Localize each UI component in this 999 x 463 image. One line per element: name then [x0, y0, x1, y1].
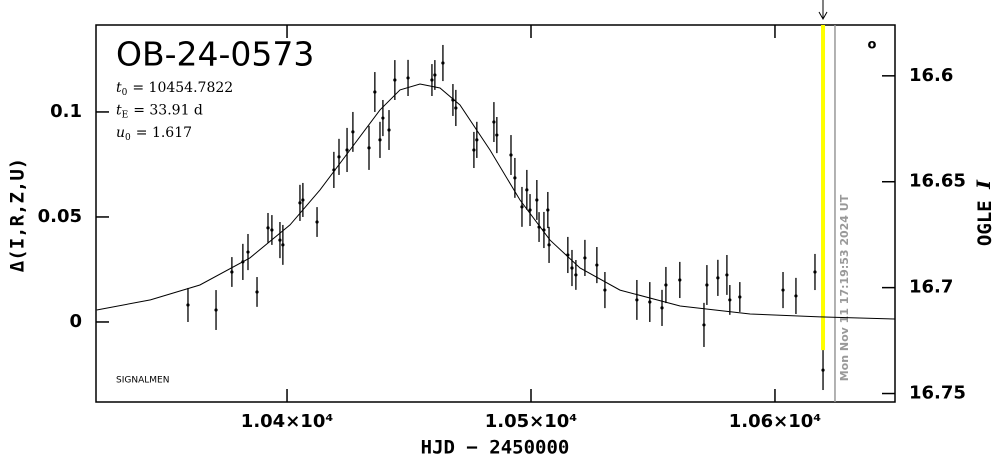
data-point: [728, 298, 732, 302]
data-point: [393, 78, 397, 82]
data-point: [535, 198, 539, 202]
data-point: [255, 290, 259, 294]
data-point: [492, 120, 496, 124]
chart-title: OB-24-0573: [116, 35, 314, 74]
y-axis-label: Δ(I,R,Z,U): [7, 158, 29, 272]
y2-tick-label: 16.6: [909, 65, 953, 86]
data-point: [794, 294, 798, 298]
fit-parameter: tE = 33.91 d: [116, 103, 203, 121]
arrow-head: [818, 11, 828, 21]
data-point: [821, 368, 825, 372]
data-point: [281, 243, 285, 247]
y2-axis-label-var: I: [973, 179, 995, 190]
param-symbol: u: [116, 125, 125, 141]
data-point: [574, 273, 578, 277]
data-point: [603, 288, 607, 292]
data-point: [725, 273, 729, 277]
plot-frame: [95, 24, 896, 403]
data-point: [433, 73, 437, 77]
data-point: [547, 243, 551, 247]
y-tick-label: 0: [69, 311, 82, 332]
data-point: [214, 308, 218, 312]
param-symbol: t: [116, 103, 122, 119]
data-point: [230, 270, 234, 274]
y2-axis-label-text: OGLE: [974, 200, 996, 246]
data-point: [495, 133, 499, 137]
data-point: [648, 300, 652, 304]
fit-parameter: t0 = 10454.7822: [116, 80, 233, 98]
param-symbol: t: [116, 80, 122, 96]
data-point: [454, 106, 458, 110]
data-point: [635, 298, 639, 302]
y2-tick-label: 16.65: [909, 171, 966, 192]
data-point: [813, 270, 817, 274]
param-subscript: 0: [122, 88, 128, 98]
data-point: [298, 201, 302, 205]
data-point: [509, 153, 513, 157]
y2-axis-label: OGLE I: [973, 179, 996, 246]
data-point: [381, 116, 385, 120]
data-point: [246, 250, 250, 254]
data-point: [367, 146, 371, 150]
x-tick-label: 1.04×10⁴: [241, 411, 334, 432]
y-tick-label: 0.05: [38, 206, 82, 227]
data-point: [595, 263, 599, 267]
data-point: [664, 283, 668, 287]
data-point: [301, 198, 305, 202]
data-point: [716, 276, 720, 280]
data-point: [278, 238, 282, 242]
y-tick-label: 0.1: [50, 101, 82, 122]
data-point: [583, 256, 587, 260]
data-point: [441, 61, 445, 65]
data-point: [525, 188, 529, 192]
now-label: Mon Nov 11 17:19:53 2024 UT: [838, 194, 851, 381]
data-point: [660, 306, 664, 310]
data-point: [566, 253, 570, 257]
y2-tick-label: 16.7: [909, 277, 953, 298]
param-subscript: 0: [125, 133, 131, 143]
data-point: [475, 138, 479, 142]
x-tick-label: 1.06×10⁴: [729, 411, 822, 432]
data-point: [472, 148, 476, 152]
param-value: = 1.617: [136, 125, 192, 141]
data-point: [678, 278, 682, 282]
param-value: = 33.91 d: [133, 103, 203, 119]
data-point: [570, 266, 574, 270]
param-value: = 10454.7822: [132, 80, 233, 96]
data-point: [738, 295, 742, 299]
x-tick-label: 1.05×10⁴: [485, 411, 578, 432]
credit: SIGNALMEN: [116, 376, 169, 386]
data-point: [345, 148, 349, 152]
data-point: [520, 205, 524, 209]
data-point: [332, 168, 336, 172]
data-point: [387, 128, 391, 132]
data-point: [546, 208, 550, 212]
data-point: [781, 288, 785, 292]
data-point: [373, 90, 377, 94]
data-point: [528, 208, 532, 212]
y2-tick-label: 16.75: [909, 383, 966, 404]
data-point: [451, 98, 455, 102]
data-point: [537, 225, 541, 229]
data-point: [337, 155, 341, 159]
model-curve: [96, 83, 895, 320]
data-point: [266, 226, 270, 230]
data-point: [513, 176, 517, 180]
data-point: [406, 76, 410, 80]
data-point: [241, 260, 245, 264]
data-point: [430, 78, 434, 82]
data-point: [186, 303, 190, 307]
data-point: [315, 220, 319, 224]
data-point: [378, 138, 382, 142]
data-point: [702, 323, 706, 327]
x-axis-label: HJD − 2450000: [421, 437, 570, 459]
data-point: [705, 283, 709, 287]
fit-parameter: u0 = 1.617: [116, 125, 192, 143]
param-subscript: E: [122, 110, 129, 120]
data-point: [351, 130, 355, 134]
data-point: [270, 228, 274, 232]
data-point: [542, 228, 546, 232]
corner-mark: o: [868, 38, 877, 53]
